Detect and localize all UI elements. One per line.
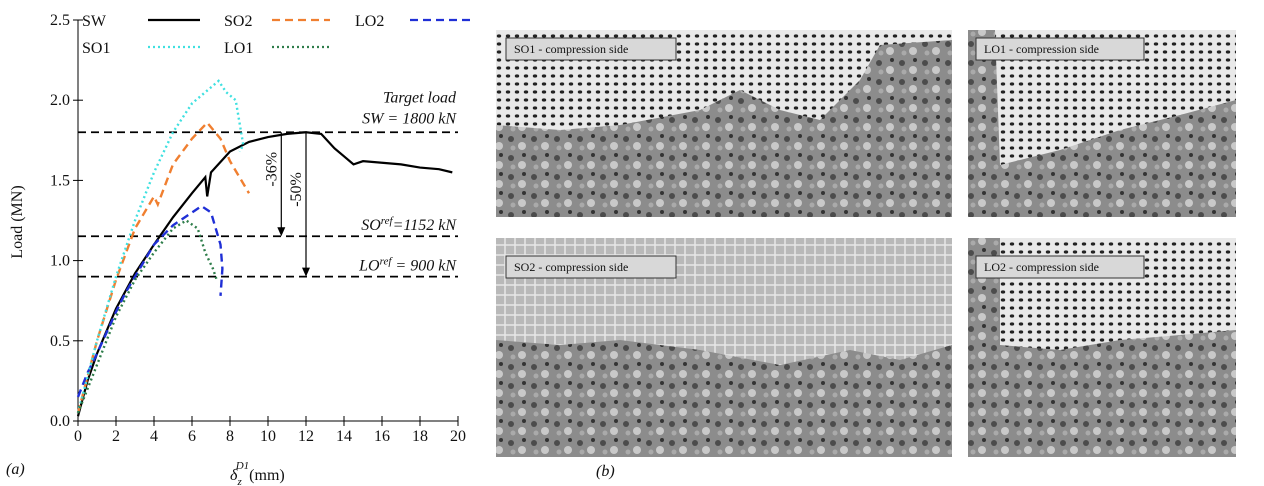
x-axis-label-part: D1 [235, 460, 249, 472]
photo: LO1 - compression side [968, 30, 1236, 217]
y-axis-label: Load (MN) [9, 185, 26, 258]
reference-label: Target load [383, 89, 457, 106]
arrow-head [302, 268, 310, 277]
x-tick-label: 10 [260, 428, 276, 445]
legend-label: SW [82, 13, 107, 30]
figure: SO1 - compression side LO1 - compression… [0, 0, 1264, 486]
legend-label: SO2 [224, 13, 252, 30]
arrow-label: -50% [288, 172, 305, 207]
x-tick-label: 20 [450, 428, 466, 445]
x-tick-label: 6 [188, 428, 196, 445]
y-tick-label: 1.5 [50, 172, 70, 189]
x-axis-label: δzD1(mm) [230, 460, 285, 486]
x-tick-label: 8 [226, 428, 234, 445]
reference-label: SOref=1152 kN [361, 215, 457, 234]
reference-label-part: = 900 kN [391, 258, 457, 275]
photo: SO2 - compression side [496, 238, 952, 457]
reference-label-part: SO [361, 217, 381, 234]
reference-label: LOref = 900 kN [358, 256, 457, 275]
photo: LO2 - compression side [968, 238, 1236, 457]
series-line [78, 81, 243, 413]
panel-label: (a) [6, 461, 25, 478]
photo-label: LO1 - compression side [984, 42, 1099, 56]
x-tick-label: 16 [374, 428, 390, 445]
x-tick-label: 12 [298, 428, 314, 445]
y-tick-label: 2.5 [50, 12, 70, 29]
photos: SO1 - compression side LO1 - compression… [496, 30, 1236, 480]
photo-label: LO2 - compression side [984, 260, 1099, 274]
y-tick-label: 1.0 [50, 253, 70, 270]
arrow-label: -36% [263, 152, 280, 187]
reference-label: SW = 1800 kN [362, 110, 457, 127]
x-tick-label: 2 [112, 428, 120, 445]
legend-label: LO1 [224, 40, 253, 57]
photo-label: SO2 - compression side [514, 260, 628, 274]
y-tick-label: 0.5 [50, 333, 70, 350]
photo: SO1 - compression side [496, 30, 952, 217]
x-axis-label-part: (mm) [249, 467, 285, 484]
x-axis-label-part: z [236, 476, 242, 486]
series-line [78, 221, 217, 413]
reference-label-part: =1152 kN [393, 217, 458, 234]
y-tick-label: 2.0 [50, 92, 70, 109]
reference-label-part: LO [358, 258, 380, 275]
arrow-head [277, 227, 285, 236]
legend-label: LO2 [355, 13, 384, 30]
y-tick-label: 0.0 [50, 413, 70, 430]
x-tick-label: 18 [412, 428, 428, 445]
x-tick-label: 4 [150, 428, 158, 445]
panel-label: (b) [596, 463, 615, 480]
x-tick-label: 14 [336, 428, 352, 445]
x-tick-label: 0 [74, 428, 82, 445]
legend-label: SO1 [82, 40, 110, 57]
photo-label: SO1 - compression side [514, 42, 628, 56]
